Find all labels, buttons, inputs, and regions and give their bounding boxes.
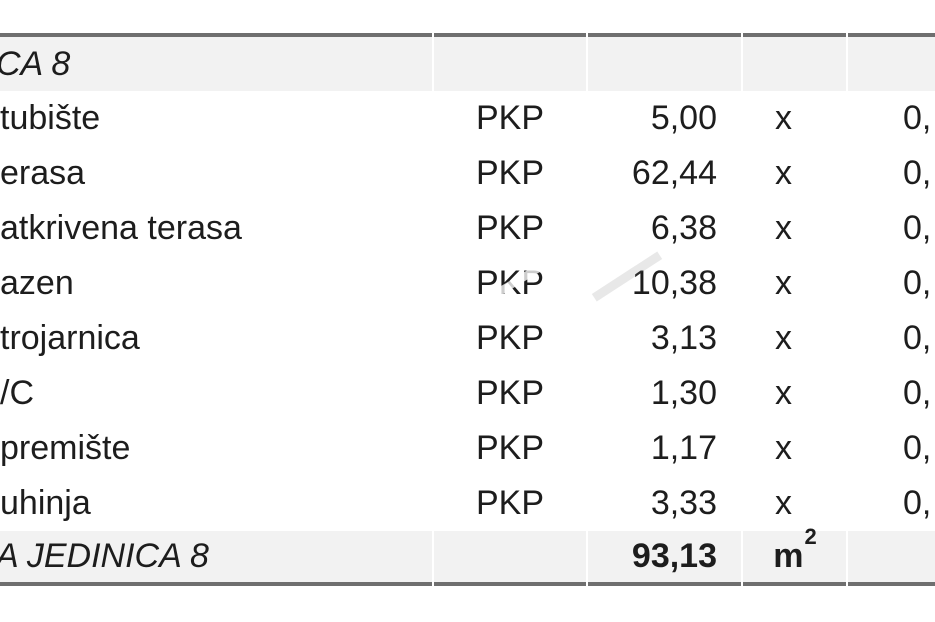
multiplication-sign: x bbox=[743, 201, 846, 256]
multiplication-sign: x bbox=[743, 421, 846, 476]
area-type-cell: PKP bbox=[434, 311, 586, 366]
table-row: azen PKP 10,38 x 0, bbox=[0, 256, 935, 311]
area-value-cell: 6,38 bbox=[588, 201, 741, 256]
table-row: /C PKP 1,30 x 0, bbox=[0, 366, 935, 421]
footer-spacer-cell bbox=[434, 531, 586, 586]
coefficient-cell: 0, bbox=[848, 146, 935, 201]
header-spacer-cell bbox=[434, 33, 586, 91]
room-name-cell: tubište bbox=[0, 91, 432, 146]
area-value-cell: 3,33 bbox=[588, 476, 741, 531]
room-name-cell: azen bbox=[0, 256, 432, 311]
coefficient-cell: 0, bbox=[848, 256, 935, 311]
room-name-cell: premište bbox=[0, 421, 432, 476]
area-type-cell: PKP bbox=[434, 366, 586, 421]
coefficient-cell: 0, bbox=[848, 366, 935, 421]
table-row: erasa PKP 62,44 x 0, bbox=[0, 146, 935, 201]
coefficient-cell: 0, bbox=[848, 311, 935, 366]
area-value-cell: 1,17 bbox=[588, 421, 741, 476]
table-row: premište PKP 1,17 x 0, bbox=[0, 421, 935, 476]
area-type-cell: PKP bbox=[434, 256, 586, 311]
area-type-cell: PKP bbox=[434, 91, 586, 146]
area-unit: m2 bbox=[773, 525, 816, 576]
header-spacer-cell bbox=[743, 33, 846, 91]
coefficient-cell: 0, bbox=[848, 201, 935, 256]
area-value-cell: 10,38 bbox=[588, 256, 741, 311]
coefficient-cell: 0, bbox=[848, 476, 935, 531]
section-header-cell: CA 8 bbox=[0, 33, 432, 91]
section-total-label-cell: A JEDINICA 8 bbox=[0, 531, 432, 586]
area-calculation-table: CA 8 tubište PKP 5,00 x 0, erasa PKP 62,… bbox=[0, 33, 935, 586]
table-row: uhinja PKP 3,33 x 0, bbox=[0, 476, 935, 531]
section-header-label: CA 8 bbox=[0, 44, 71, 83]
area-type-cell: PKP bbox=[434, 201, 586, 256]
table-row: trojarnica PKP 3,13 x 0, bbox=[0, 311, 935, 366]
section-total-label: A JEDINICA 8 bbox=[0, 537, 209, 575]
unit-base: m bbox=[773, 537, 804, 575]
room-name-cell: uhinja bbox=[0, 476, 432, 531]
area-type-cell: PKP bbox=[434, 146, 586, 201]
multiplication-sign: x bbox=[743, 366, 846, 421]
multiplication-sign: x bbox=[743, 311, 846, 366]
coefficient-cell: 0, bbox=[848, 421, 935, 476]
section-total-row: A JEDINICA 8 93,13 m2 bbox=[0, 525, 935, 586]
area-value-cell: 1,30 bbox=[588, 366, 741, 421]
coefficient-cell: 0, bbox=[848, 91, 935, 146]
area-value-cell: 3,13 bbox=[588, 311, 741, 366]
area-type-cell: PKP bbox=[434, 421, 586, 476]
area-value-cell: 5,00 bbox=[588, 91, 741, 146]
section-header-row: CA 8 bbox=[0, 33, 935, 91]
header-spacer-cell bbox=[588, 33, 741, 91]
footer-spacer-cell bbox=[848, 531, 935, 586]
total-area-value: 93,13 bbox=[588, 531, 741, 586]
table-row: atkrivena terasa PKP 6,38 x 0, bbox=[0, 201, 935, 256]
room-name-cell: /C bbox=[0, 366, 432, 421]
multiplication-sign: x bbox=[743, 146, 846, 201]
table-row: tubište PKP 5,00 x 0, bbox=[0, 91, 935, 146]
room-name-cell: erasa bbox=[0, 146, 432, 201]
unit-exponent: 2 bbox=[804, 523, 817, 549]
multiplication-sign: x bbox=[743, 256, 846, 311]
header-spacer-cell bbox=[848, 33, 935, 91]
room-name-cell: atkrivena terasa bbox=[0, 201, 432, 256]
area-type-cell: PKP bbox=[434, 476, 586, 531]
multiplication-sign: x bbox=[743, 91, 846, 146]
area-value-cell: 62,44 bbox=[588, 146, 741, 201]
multiplication-sign: x bbox=[743, 476, 846, 531]
area-unit-cell: m2 bbox=[743, 525, 846, 586]
room-name-cell: trojarnica bbox=[0, 311, 432, 366]
